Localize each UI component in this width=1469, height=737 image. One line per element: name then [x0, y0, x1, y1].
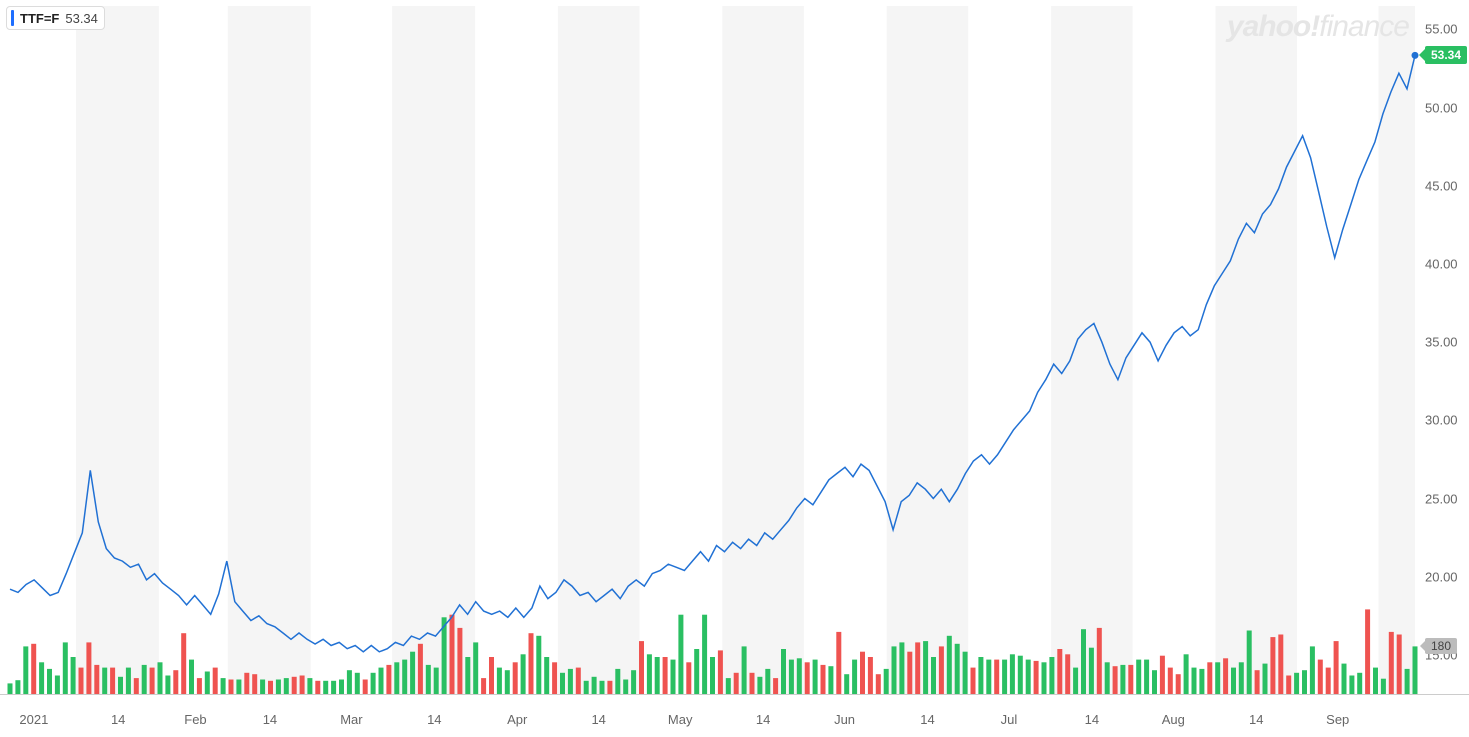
y-axis-tick-label: 45.00 [1425, 178, 1458, 193]
x-axis-tick-label: 2021 [19, 712, 48, 727]
x-axis-tick-label: 14 [920, 712, 934, 727]
y-axis-tick-label: 30.00 [1425, 413, 1458, 428]
x-axis-tick-label: Mar [340, 712, 362, 727]
chart-container: TTF=F 53.34 yahoo!finance 15.0020.0025.0… [0, 0, 1469, 737]
ticker-color-bar [11, 10, 14, 26]
x-axis-tick-label: 14 [427, 712, 441, 727]
ticker-symbol: TTF=F [20, 11, 59, 26]
x-axis-tick-label: 14 [591, 712, 605, 727]
x-axis-tick-label: May [668, 712, 693, 727]
ticker-price: 53.34 [65, 11, 98, 26]
x-axis-tick-label: 14 [756, 712, 770, 727]
yahoo-finance-watermark: yahoo!finance [1227, 10, 1409, 44]
x-axis-tick-label: 14 [1085, 712, 1099, 727]
y-axis-tick-label: 35.00 [1425, 335, 1458, 350]
watermark-thin: finance [1319, 10, 1409, 43]
x-axis-tick-label: 14 [1249, 712, 1263, 727]
x-axis-tick-label: Sep [1326, 712, 1349, 727]
y-axis-tick-label: 25.00 [1425, 491, 1458, 506]
watermark-bold: yahoo! [1227, 10, 1319, 43]
ticker-badge[interactable]: TTF=F 53.34 [6, 6, 105, 30]
y-axis-tick-label: 55.00 [1425, 22, 1458, 37]
x-axis-tick-label: Aug [1162, 712, 1185, 727]
y-axis-tick-label: 50.00 [1425, 100, 1458, 115]
x-axis-tick-label: 14 [263, 712, 277, 727]
volume-tag: 180 [1425, 638, 1457, 654]
x-axis-tick-label: Jul [1001, 712, 1018, 727]
current-price-tag: 53.34 [1425, 46, 1467, 64]
x-axis-tick-label: Jun [834, 712, 855, 727]
y-axis-tick-label: 20.00 [1425, 569, 1458, 584]
chart-svg[interactable] [0, 0, 1469, 737]
x-axis-tick-label: 14 [111, 712, 125, 727]
x-axis-tick-label: Feb [184, 712, 206, 727]
y-axis-tick-label: 40.00 [1425, 257, 1458, 272]
x-axis-tick-label: Apr [507, 712, 527, 727]
